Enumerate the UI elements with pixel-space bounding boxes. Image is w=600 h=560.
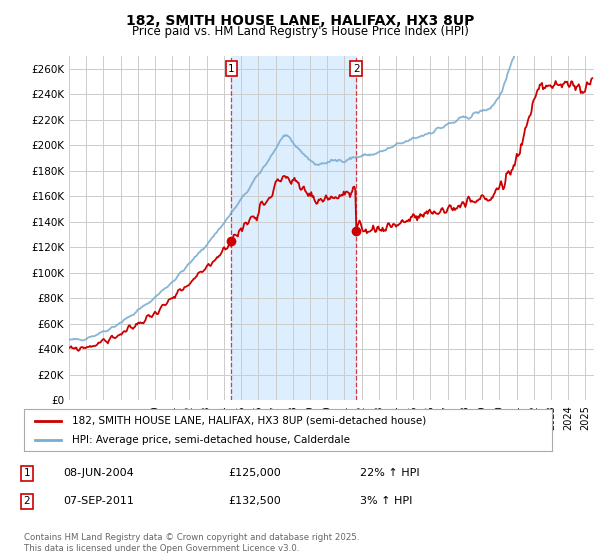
Text: £125,000: £125,000 xyxy=(228,468,281,478)
Text: 1: 1 xyxy=(23,468,31,478)
Text: 2: 2 xyxy=(353,64,359,74)
Bar xyxy=(232,56,356,400)
Text: 1: 1 xyxy=(228,64,235,74)
Text: 08-JUN-2004: 08-JUN-2004 xyxy=(63,468,134,478)
Text: 22% ↑ HPI: 22% ↑ HPI xyxy=(360,468,419,478)
Text: 07-SEP-2011: 07-SEP-2011 xyxy=(63,496,134,506)
Text: £132,500: £132,500 xyxy=(228,496,281,506)
Text: 182, SMITH HOUSE LANE, HALIFAX, HX3 8UP: 182, SMITH HOUSE LANE, HALIFAX, HX3 8UP xyxy=(126,14,474,28)
Text: 2: 2 xyxy=(23,496,31,506)
Text: 182, SMITH HOUSE LANE, HALIFAX, HX3 8UP (semi-detached house): 182, SMITH HOUSE LANE, HALIFAX, HX3 8UP … xyxy=(71,416,426,426)
Text: HPI: Average price, semi-detached house, Calderdale: HPI: Average price, semi-detached house,… xyxy=(71,435,350,445)
Text: Price paid vs. HM Land Registry's House Price Index (HPI): Price paid vs. HM Land Registry's House … xyxy=(131,25,469,38)
Text: 3% ↑ HPI: 3% ↑ HPI xyxy=(360,496,412,506)
Text: Contains HM Land Registry data © Crown copyright and database right 2025.
This d: Contains HM Land Registry data © Crown c… xyxy=(24,533,359,553)
